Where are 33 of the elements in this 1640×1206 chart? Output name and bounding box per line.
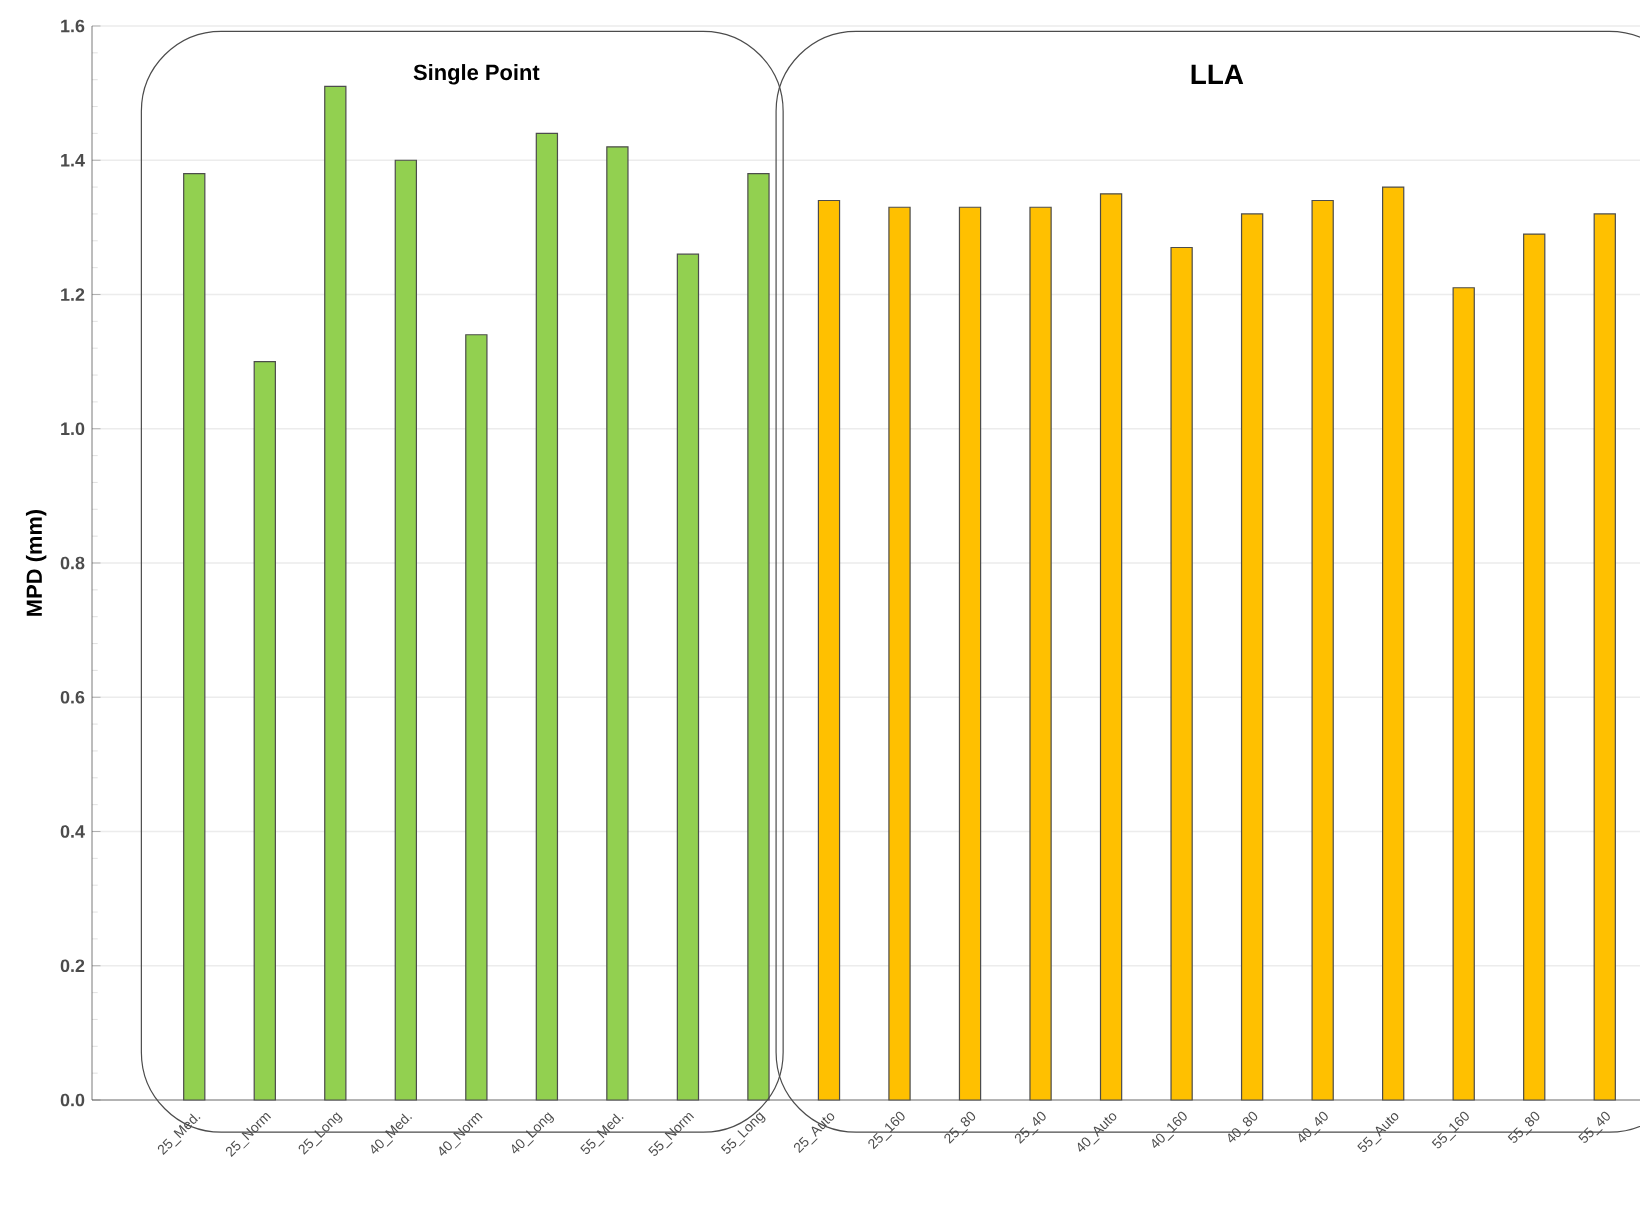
bar	[1593, 213, 1616, 1101]
bar	[394, 159, 418, 1101]
bar	[1311, 199, 1334, 1101]
y-axis-title: MPD (mm)	[25, 509, 47, 616]
bar	[606, 146, 629, 1101]
bar	[1099, 193, 1123, 1101]
bar	[1029, 206, 1052, 1101]
y-tick-label: 0.6	[60, 690, 85, 704]
y-tick-label: 1.6	[61, 19, 85, 33]
bar	[535, 132, 559, 1101]
bar	[888, 206, 911, 1101]
bar	[465, 334, 488, 1101]
y-tick-label: 0.2	[60, 959, 85, 973]
bar	[1382, 186, 1405, 1101]
bar	[1240, 213, 1264, 1101]
bar	[1452, 287, 1475, 1101]
bar	[253, 361, 276, 1101]
bar	[747, 173, 770, 1101]
bar	[324, 85, 347, 1101]
bar	[958, 206, 982, 1101]
bar	[1523, 233, 1546, 1101]
y-tick-label: 0.0	[60, 1093, 85, 1107]
y-tick-label: 1.0	[61, 422, 85, 436]
bar	[817, 199, 841, 1101]
bar	[676, 253, 700, 1101]
bar	[183, 173, 206, 1101]
annotation: LLA	[1191, 64, 1244, 84]
y-tick-label: 0.4	[60, 825, 85, 838]
y-tick-label: 1.2	[61, 288, 85, 301]
y-tick-label: 1.4	[61, 154, 85, 167]
bar	[1170, 246, 1193, 1101]
y-tick-label: 0.8	[60, 556, 85, 570]
annotation: Single Point	[413, 64, 540, 85]
